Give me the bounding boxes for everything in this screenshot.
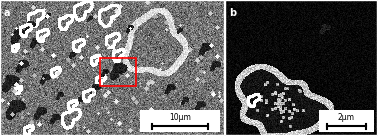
Text: 10μm: 10μm [169, 114, 191, 123]
Bar [100, 58, 136, 86]
Text: 2μm: 2μm [338, 114, 355, 123]
Bar [140, 110, 220, 132]
Text: b: b [229, 8, 236, 18]
Text: a: a [4, 8, 11, 18]
Bar [319, 110, 374, 132]
